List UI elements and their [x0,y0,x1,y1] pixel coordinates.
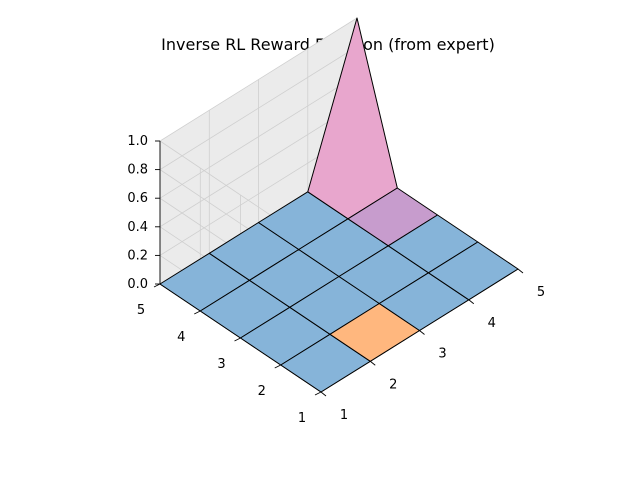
x-tick-label: 5 [537,285,545,300]
y-tick-mark [234,337,241,342]
z-tick-label: 0.0 [127,277,148,292]
x-tick-label: 3 [438,347,446,362]
x-tick-label: 4 [488,316,496,331]
x-tick-mark [369,360,376,366]
x-tick-label: 1 [340,408,348,423]
x-tick-mark [468,299,475,305]
y-tick-label: 2 [258,384,266,399]
surface [159,17,519,393]
z-tick-label: 1.0 [127,134,148,149]
x-tick-mark [517,268,524,274]
z-tick-label: 0.6 [127,191,148,206]
z-tick-label: 0.8 [127,163,148,178]
y-tick-label: 4 [177,330,185,345]
y-tick-mark [314,391,322,396]
y-tick-label: 1 [298,411,306,426]
tick-labels: 1 2 3 4 5 1 2 3 4 5 0.0 0.2 0.4 0.6 0.8 1.0 [127,134,545,426]
y-tick-mark [153,283,161,288]
x-tick-label: 2 [389,377,397,392]
y-tick-mark [194,310,201,315]
y-tick-mark [274,364,281,369]
x-tick-mark [419,330,425,335]
z-tick-label: 0.2 [127,248,148,263]
z-tick-label: 0.4 [127,220,148,235]
y-tick-label: 5 [137,303,145,318]
y-tick-label: 3 [217,357,225,372]
x-tick-mark [320,391,327,397]
surface-face-x4_y1 [428,241,519,301]
